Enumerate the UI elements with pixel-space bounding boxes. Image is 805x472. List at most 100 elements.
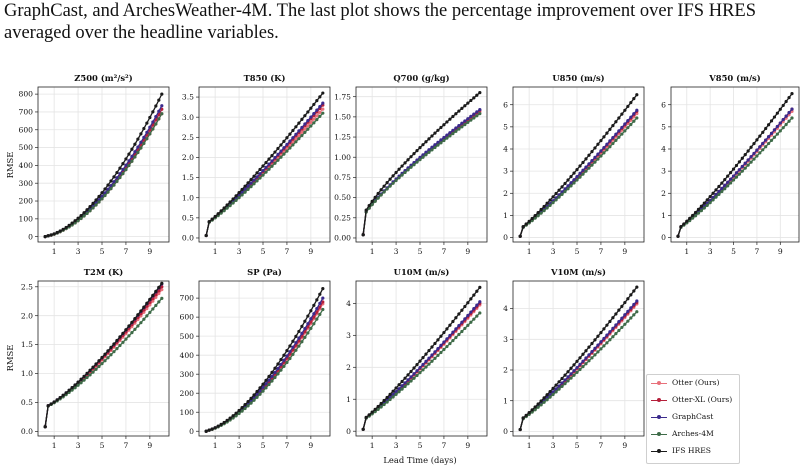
y-tick-label: 2: [503, 366, 508, 375]
data-point: [620, 316, 624, 320]
x-tick-label: 9: [622, 247, 627, 256]
data-point: [85, 208, 89, 212]
data-point: [560, 381, 564, 385]
y-tick-label: 3.0: [182, 113, 194, 122]
y-tick-label: 1.5: [182, 173, 194, 182]
data-point: [121, 161, 125, 166]
data-point: [454, 316, 458, 320]
data-point: [255, 171, 259, 175]
y-tick-label: 1.75: [334, 92, 351, 101]
data-point: [693, 210, 698, 215]
data-point: [623, 313, 627, 317]
data-point: [391, 392, 395, 397]
data-point: [784, 114, 788, 118]
series-line: [205, 92, 324, 236]
data-point: [394, 178, 398, 183]
data-point: [593, 338, 597, 342]
data-point: [521, 416, 525, 420]
data-point: [790, 92, 794, 96]
data-point: [602, 135, 606, 139]
data-point: [303, 335, 307, 339]
data-point: [394, 386, 398, 390]
data-point: [112, 175, 116, 179]
data-point: [379, 401, 383, 406]
data-point: [734, 163, 739, 168]
data-point: [575, 178, 579, 182]
data-point: [231, 414, 235, 418]
panel-title: SP (Pa): [247, 267, 282, 277]
data-point: [222, 420, 226, 425]
data-point: [731, 178, 736, 182]
x-tick-label: 3: [394, 247, 399, 256]
data-point: [587, 359, 591, 363]
data-point: [258, 392, 262, 396]
data-point: [581, 359, 585, 363]
data-point: [106, 190, 110, 194]
data-point: [790, 107, 794, 111]
data-point: [246, 181, 250, 185]
data-point: [460, 320, 464, 324]
data-point: [109, 187, 113, 191]
data-point: [572, 373, 576, 377]
data-point: [734, 175, 739, 179]
data-point: [318, 312, 322, 316]
y-tick-label: 2: [346, 363, 351, 372]
data-point: [160, 92, 164, 96]
x-tick-label: 7: [754, 247, 759, 256]
data-point: [729, 181, 733, 185]
data-point: [303, 130, 307, 134]
data-point: [635, 116, 639, 120]
data-point: [620, 325, 624, 330]
data-point: [403, 381, 407, 385]
data-point: [279, 362, 283, 367]
data-point: [136, 150, 140, 155]
data-point: [596, 334, 600, 338]
data-point: [315, 118, 319, 122]
data-point: [112, 180, 116, 184]
data-point: [590, 150, 594, 154]
data-point: [52, 400, 56, 404]
data-point: [717, 184, 721, 189]
data-point: [306, 118, 310, 123]
data-point: [566, 370, 570, 374]
data-point: [726, 184, 730, 188]
data-point: [285, 142, 289, 147]
data-point: [228, 200, 232, 204]
data-point: [148, 115, 152, 120]
plot-frame: [355, 280, 488, 437]
data-point: [55, 398, 59, 402]
data-point: [737, 168, 741, 172]
data-point: [740, 156, 744, 160]
data-point: [548, 203, 552, 207]
data-point: [315, 108, 319, 112]
data-point: [388, 392, 392, 396]
data-point: [632, 289, 636, 293]
data-point: [160, 281, 164, 285]
data-point: [439, 141, 443, 145]
data-point: [734, 171, 739, 175]
y-tick-label: 3: [503, 335, 508, 344]
plot-frame: [512, 280, 645, 437]
data-point: [711, 198, 715, 202]
data-point: [688, 216, 692, 220]
data-point: [309, 120, 313, 125]
y-tick-label: 3.5: [182, 93, 194, 102]
data-point: [560, 192, 564, 196]
data-point: [460, 121, 464, 125]
data-point: [451, 114, 455, 119]
data-point: [772, 128, 777, 132]
data-point: [608, 319, 612, 324]
data-point: [321, 111, 325, 115]
data-point: [590, 356, 594, 360]
data-point: [767, 135, 771, 139]
data-point: [388, 177, 392, 181]
data-point: [717, 192, 721, 196]
data-point: [222, 209, 226, 213]
data-point: [578, 356, 582, 360]
data-point: [723, 178, 727, 182]
data-point: [397, 387, 401, 391]
data-point: [457, 323, 461, 328]
data-point: [270, 159, 274, 163]
data-point: [64, 391, 68, 395]
data-point: [145, 314, 149, 318]
